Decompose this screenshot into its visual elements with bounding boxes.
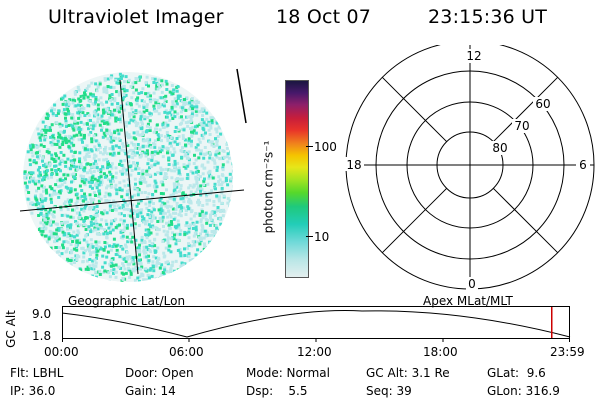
- colorbar-tick-100: 100: [314, 140, 337, 154]
- dsp-info: Dsp: 5.5: [246, 384, 308, 398]
- orbit-y-bottom: 1.8: [32, 329, 52, 343]
- mlt-label-6: 6: [579, 158, 587, 172]
- seq-info: Seq: 39: [366, 384, 412, 398]
- geographic-label: Geographic Lat/Lon: [68, 294, 186, 308]
- meridian-line: [119, 79, 139, 275]
- gain-info: Gain: 14: [125, 384, 176, 398]
- orbit-tick-1800: 18:00: [423, 345, 458, 359]
- orbit-altitude-plot: [62, 306, 571, 342]
- orbit-altitude-curve: [62, 310, 571, 338]
- mlt-label-18: 18: [346, 158, 361, 172]
- glat-info: GLat: 9.6: [487, 366, 546, 380]
- uv-image-panel: [19, 68, 247, 282]
- orbit-tick-0000: 00:00: [44, 345, 79, 359]
- gc-alt-info: GC Alt: 3.1 Re: [366, 366, 450, 380]
- time-label: 23:15:36 UT: [428, 6, 548, 28]
- colorbar-tick-10: 10: [314, 230, 330, 244]
- colorbar-unit-label: photon cm⁻²s⁻¹: [261, 140, 276, 234]
- sun-direction-line: [236, 68, 247, 124]
- orbit-ylabel: GC Alt: [3, 310, 18, 348]
- date-label: 18 Oct 07: [276, 6, 372, 28]
- orbit-tick-0600: 06:00: [169, 345, 204, 359]
- orbit-y-top: 9.0: [32, 307, 52, 321]
- mlat-label-80: 80: [492, 141, 507, 155]
- mlat-label-60: 60: [535, 97, 550, 111]
- polar-mlat-mlt-plot: 12 18 6 0 60 70 80: [342, 45, 595, 291]
- colorbar: [285, 80, 309, 278]
- orbit-tick-2359: 23:59: [550, 345, 585, 359]
- mlat-label-70: 70: [514, 119, 529, 133]
- instrument-title: Ultraviolet Imager: [48, 6, 224, 28]
- ip-info: IP: 36.0: [10, 384, 56, 398]
- door-info: Door: Open: [125, 366, 194, 380]
- mlt-label-12: 12: [466, 49, 481, 63]
- mlt-label-0: 0: [468, 277, 476, 291]
- apex-label: Apex MLat/MLT: [423, 294, 513, 308]
- glon-info: GLon: 316.9: [487, 384, 560, 398]
- parallel-line: [19, 189, 245, 212]
- orbit-tick-1200: 12:00: [297, 345, 332, 359]
- mode-info: Mode: Normal: [246, 366, 330, 380]
- filter-info: Flt: LBHL: [10, 366, 64, 380]
